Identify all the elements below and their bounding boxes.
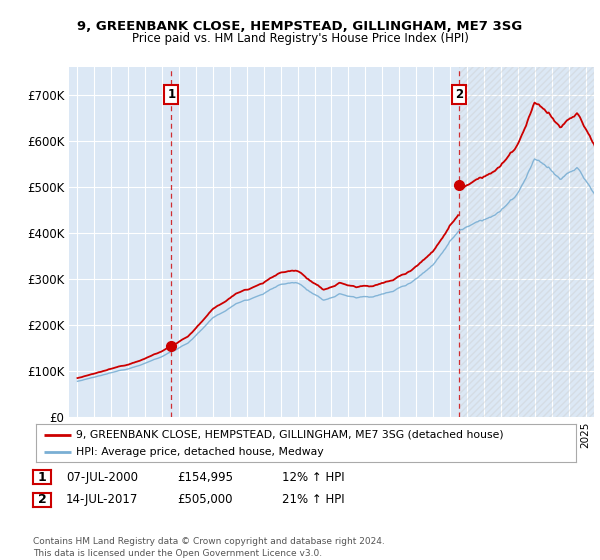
Text: 07-JUL-2000: 07-JUL-2000 (66, 470, 138, 484)
Text: Contains HM Land Registry data © Crown copyright and database right 2024.
This d: Contains HM Land Registry data © Crown c… (33, 537, 385, 558)
Text: 14-JUL-2017: 14-JUL-2017 (66, 493, 139, 506)
Text: 21% ↑ HPI: 21% ↑ HPI (282, 493, 344, 506)
Text: 9, GREENBANK CLOSE, HEMPSTEAD, GILLINGHAM, ME7 3SG: 9, GREENBANK CLOSE, HEMPSTEAD, GILLINGHA… (77, 20, 523, 32)
Text: £505,000: £505,000 (177, 493, 233, 506)
Text: 1: 1 (167, 88, 175, 101)
Text: 2: 2 (455, 88, 463, 101)
Text: 12% ↑ HPI: 12% ↑ HPI (282, 470, 344, 484)
Bar (459, 67, 594, 417)
Text: 2: 2 (38, 493, 46, 506)
Text: 1: 1 (38, 470, 46, 484)
Text: HPI: Average price, detached house, Medway: HPI: Average price, detached house, Medw… (77, 447, 324, 458)
Text: Price paid vs. HM Land Registry's House Price Index (HPI): Price paid vs. HM Land Registry's House … (131, 32, 469, 45)
Text: £154,995: £154,995 (177, 470, 233, 484)
Text: 9, GREENBANK CLOSE, HEMPSTEAD, GILLINGHAM, ME7 3SG (detached house): 9, GREENBANK CLOSE, HEMPSTEAD, GILLINGHA… (77, 430, 504, 440)
